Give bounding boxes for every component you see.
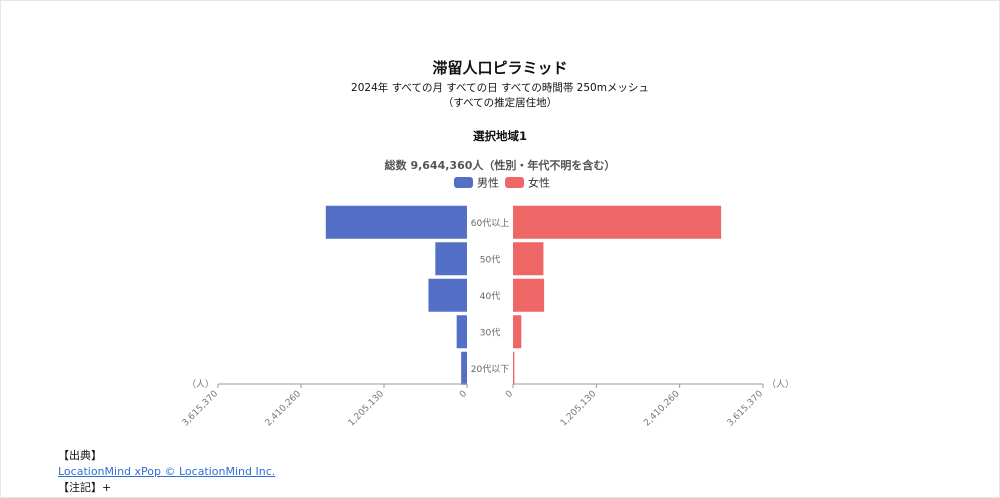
bar-female [513, 278, 545, 312]
x-axis-unit-left: （人） [187, 379, 214, 390]
legend-label-female: 女性 [528, 176, 550, 190]
x-tick-label-left: 1,205,130 [347, 389, 387, 429]
footer: 【出典】 LocationMind xPop © LocationMind In… [58, 448, 275, 496]
x-tick-label-right: 1,205,130 [559, 389, 599, 429]
chart-title: 総数 9,644,360人（性別・年代不明を含む） [385, 158, 616, 172]
x-tick-label-right: 3,615,370 [726, 389, 766, 429]
x-tick-label-left: 3,615,370 [181, 389, 221, 429]
category-label: 50代 [480, 254, 500, 265]
legend-label-male: 男性 [477, 176, 499, 190]
source-label: 【出典】 [58, 449, 102, 462]
region-label: 選択地域1 [472, 129, 527, 143]
population-pyramid-chart: 総数 9,644,360人（性別・年代不明を含む） 男性 女性 60代以上 50代 40代… [181, 158, 794, 429]
category-label: 30代 [480, 327, 500, 338]
legend-swatch-female [505, 177, 524, 188]
x-tick-label-left: 2,410,260 [264, 389, 304, 429]
bar-female [513, 205, 722, 239]
x-tick-label-right: 2,410,260 [642, 389, 682, 429]
x-axis-unit-right: （人） [767, 379, 794, 390]
x-tick-label-right: 0 [504, 389, 515, 400]
bar-male [325, 205, 467, 239]
category-label: 20代以下 [471, 364, 509, 375]
legend-swatch-male [454, 177, 473, 188]
page-subtitle: 2024年 すべての月 すべての日 すべての時間帯 250mメッシュ [351, 82, 649, 94]
bar-male [428, 278, 467, 312]
page-title: 滞留人口ピラミッド [432, 59, 568, 77]
chart-header: 滞留人口ピラミッド 2024年 すべての月 すべての日 すべての時間帯 250m… [0, 58, 1000, 111]
x-tick-label-left: 0 [458, 389, 469, 400]
bar-female [513, 242, 544, 276]
bar-male [456, 315, 467, 349]
bar-male [435, 242, 467, 276]
page-subtitle-residence: （すべての推定居住地） [442, 97, 558, 109]
note-label: 【注記】 [58, 481, 102, 494]
bar-male [461, 351, 467, 385]
category-label: 40代 [480, 291, 500, 302]
bar-female [513, 315, 522, 349]
bar-female [513, 351, 515, 385]
category-label: 60代以上 [471, 218, 509, 229]
note-expand-toggle[interactable]: + [102, 481, 112, 494]
source-link[interactable]: LocationMind xPop © LocationMind Inc. [58, 465, 276, 478]
